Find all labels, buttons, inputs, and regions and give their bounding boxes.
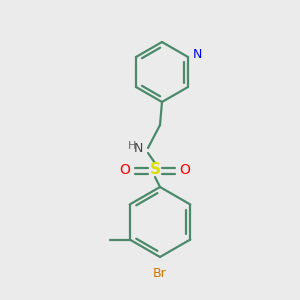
Text: N: N [134, 142, 143, 154]
Text: Br: Br [153, 267, 167, 280]
Text: S: S [149, 163, 161, 178]
Text: O: O [120, 163, 130, 177]
Text: O: O [180, 163, 190, 177]
Text: N: N [193, 47, 202, 61]
Text: H: H [128, 141, 136, 151]
